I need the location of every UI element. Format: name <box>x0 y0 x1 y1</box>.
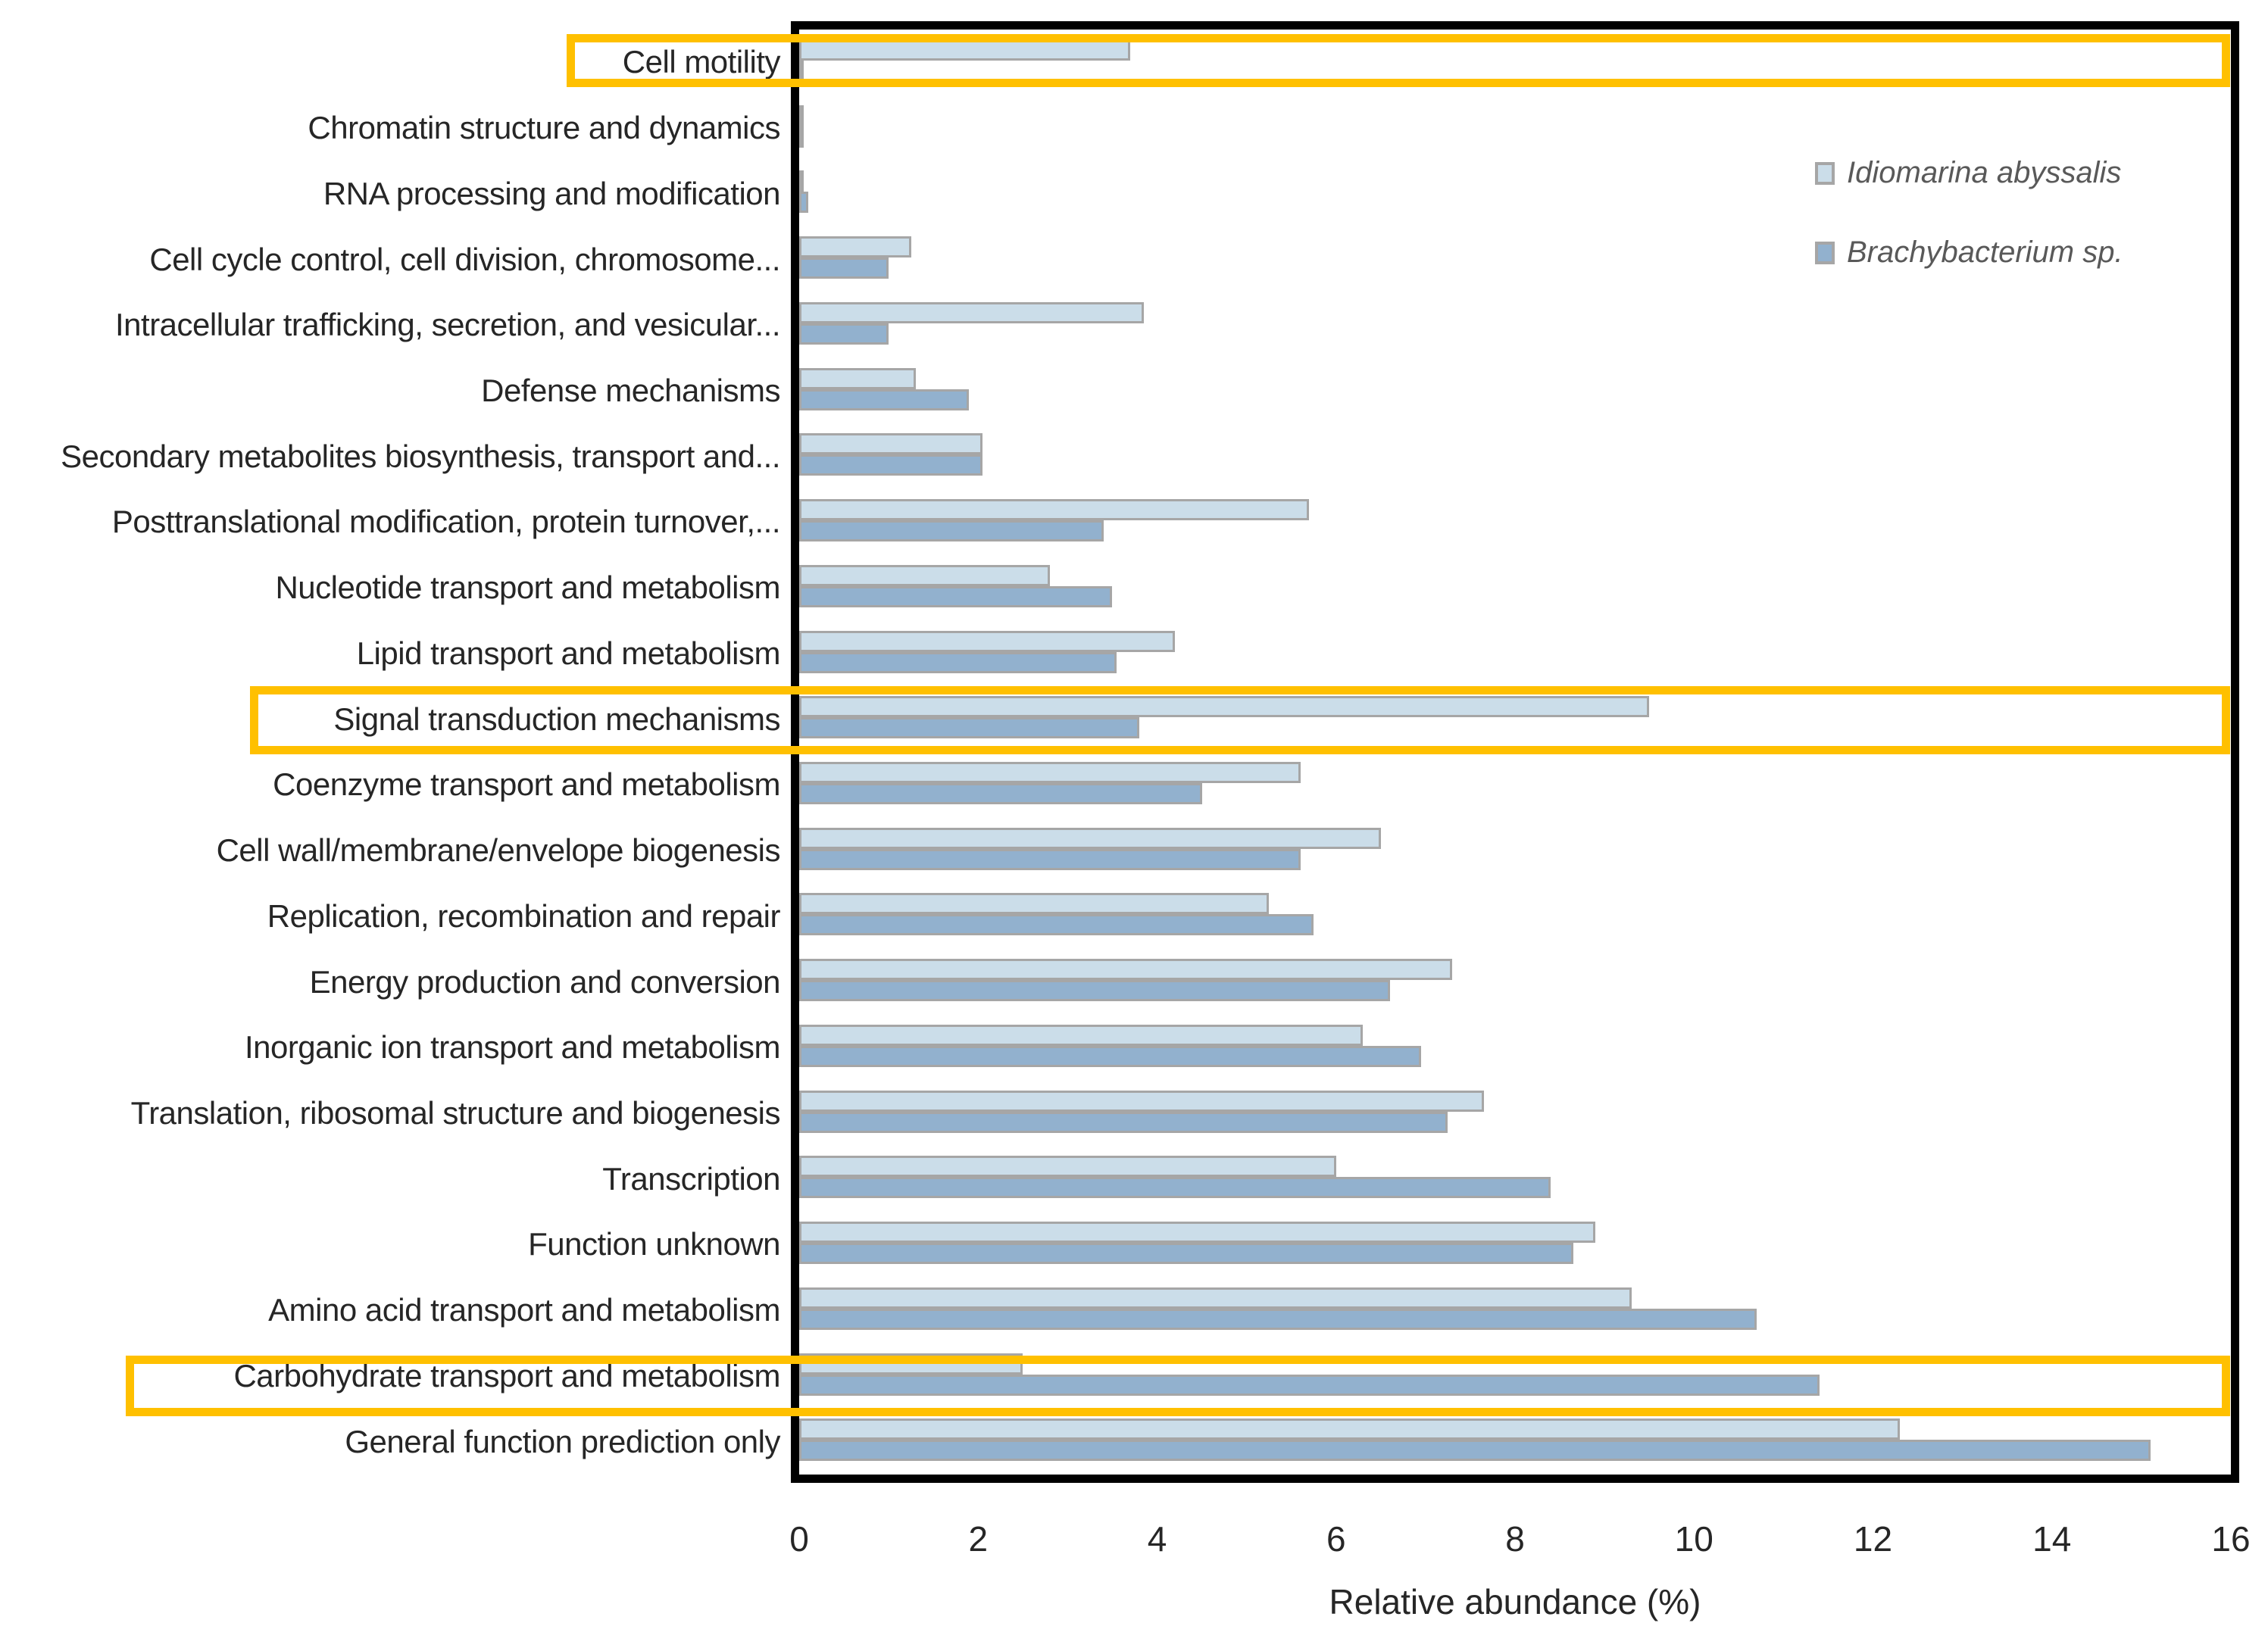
category-label: Intracellular trafficking, secretion, an… <box>115 307 781 343</box>
bar-brachybacterium-1 <box>799 126 804 148</box>
bar-brachybacterium-5 <box>799 389 970 410</box>
category-label: Secondary metabolites biosynthesis, tran… <box>61 438 780 474</box>
bar-idiomarina-14 <box>799 959 1453 981</box>
bar-brachybacterium-14 <box>799 980 1390 1002</box>
category-label: Translation, ribosomal structure and bio… <box>130 1094 781 1131</box>
bar-brachybacterium-15 <box>799 1045 1421 1067</box>
bar-brachybacterium-13 <box>799 914 1314 936</box>
bar-idiomarina-9 <box>799 630 1176 652</box>
bar-brachybacterium-16 <box>799 1111 1448 1133</box>
x-tick-label: 8 <box>1505 1519 1525 1559</box>
x-tick-label: 14 <box>2032 1519 2072 1559</box>
legend-swatch-idiomarina-icon <box>1815 161 1835 185</box>
category-label: Amino acid transport and metabolism <box>268 1292 780 1328</box>
bar-idiomarina-19 <box>799 1287 1632 1309</box>
bar-brachybacterium-10 <box>799 717 1139 739</box>
highlight-box-10 <box>250 686 2230 754</box>
bar-brachybacterium-11 <box>799 783 1202 804</box>
category-label: Transcription <box>602 1160 780 1197</box>
bar-idiomarina-3 <box>799 236 911 258</box>
legend-item-brachybacterium: Brachybacterium sp. <box>1815 236 2123 270</box>
legend-item-idiomarina: Idiomarina abyssalis <box>1815 156 2121 190</box>
category-label: Chromatin structure and dynamics <box>308 110 780 146</box>
bar-idiomarina-6 <box>799 433 983 455</box>
category-label: Function unknown <box>528 1226 780 1262</box>
bar-idiomarina-12 <box>799 827 1381 849</box>
x-tick-label: 6 <box>1326 1519 1346 1559</box>
bar-brachybacterium-2 <box>799 192 808 214</box>
bar-brachybacterium-6 <box>799 454 983 476</box>
bar-idiomarina-11 <box>799 762 1301 783</box>
bar-idiomarina-2 <box>799 170 804 192</box>
bar-idiomarina-7 <box>799 499 1310 521</box>
bar-brachybacterium-17 <box>799 1177 1551 1199</box>
category-label: Inorganic ion transport and metabolism <box>244 1029 781 1066</box>
highlight-box-20 <box>126 1356 2230 1416</box>
bar-idiomarina-4 <box>799 301 1144 323</box>
category-label: Cell motility <box>622 44 781 80</box>
bar-idiomarina-13 <box>799 893 1270 915</box>
bar-brachybacterium-4 <box>799 323 889 345</box>
category-label: Defense mechanisms <box>481 372 780 408</box>
x-tick-label: 10 <box>1674 1519 1713 1559</box>
plot-area: Idiomarina abyssalis Brachybacterium sp. <box>791 21 2239 1483</box>
bar-brachybacterium-20 <box>799 1374 1820 1396</box>
bar-brachybacterium-18 <box>799 1243 1573 1265</box>
x-axis-title: Relative abundance (%) <box>1329 1582 1701 1621</box>
bar-idiomarina-21 <box>799 1418 1900 1440</box>
bar-brachybacterium-9 <box>799 651 1117 673</box>
bar-idiomarina-16 <box>799 1090 1484 1112</box>
x-tick-label: 16 <box>2211 1519 2251 1559</box>
bar-brachybacterium-8 <box>799 585 1113 607</box>
category-label: Energy production and conversion <box>309 963 781 1000</box>
bar-idiomarina-15 <box>799 1024 1364 1046</box>
legend-label-brachybacterium: Brachybacterium sp. <box>1847 236 2123 269</box>
category-label: Coenzyme transport and metabolism <box>273 766 780 803</box>
bar-brachybacterium-7 <box>799 520 1104 542</box>
x-tick-label: 0 <box>789 1519 809 1559</box>
bar-brachybacterium-3 <box>799 257 889 279</box>
category-label: Cell wall/membrane/envelope biogenesis <box>216 832 781 869</box>
category-label: RNA processing and modification <box>323 175 781 211</box>
highlight-box-0 <box>567 34 2230 87</box>
bar-brachybacterium-19 <box>799 1308 1757 1330</box>
legend-label-idiomarina: Idiomarina abyssalis <box>1847 156 2122 189</box>
category-label: Signal transduction mechanisms <box>333 701 780 737</box>
category-label: Posttranslational modification, protein … <box>111 504 781 540</box>
bar-idiomarina-1 <box>799 105 804 126</box>
bar-idiomarina-18 <box>799 1222 1596 1244</box>
legend-swatch-brachybacterium-icon <box>1815 241 1835 264</box>
category-label: Replication, recombination and repair <box>267 897 781 934</box>
bar-idiomarina-5 <box>799 367 916 389</box>
bar-brachybacterium-21 <box>799 1440 2151 1462</box>
category-label: Cell cycle control, cell division, chrom… <box>149 241 780 277</box>
category-label: Lipid transport and metabolism <box>356 635 781 671</box>
category-label: Nucleotide transport and metabolism <box>275 570 780 606</box>
bar-brachybacterium-12 <box>799 848 1301 870</box>
bar-idiomarina-17 <box>799 1156 1336 1178</box>
bar-idiomarina-0 <box>799 39 1131 61</box>
x-tick-label: 12 <box>1853 1519 1893 1559</box>
bar-idiomarina-8 <box>799 564 1050 586</box>
bar-idiomarina-10 <box>799 696 1650 718</box>
x-tick-label: 2 <box>968 1519 989 1559</box>
category-label: General function prediction only <box>345 1423 780 1459</box>
x-tick-label: 4 <box>1147 1519 1167 1559</box>
